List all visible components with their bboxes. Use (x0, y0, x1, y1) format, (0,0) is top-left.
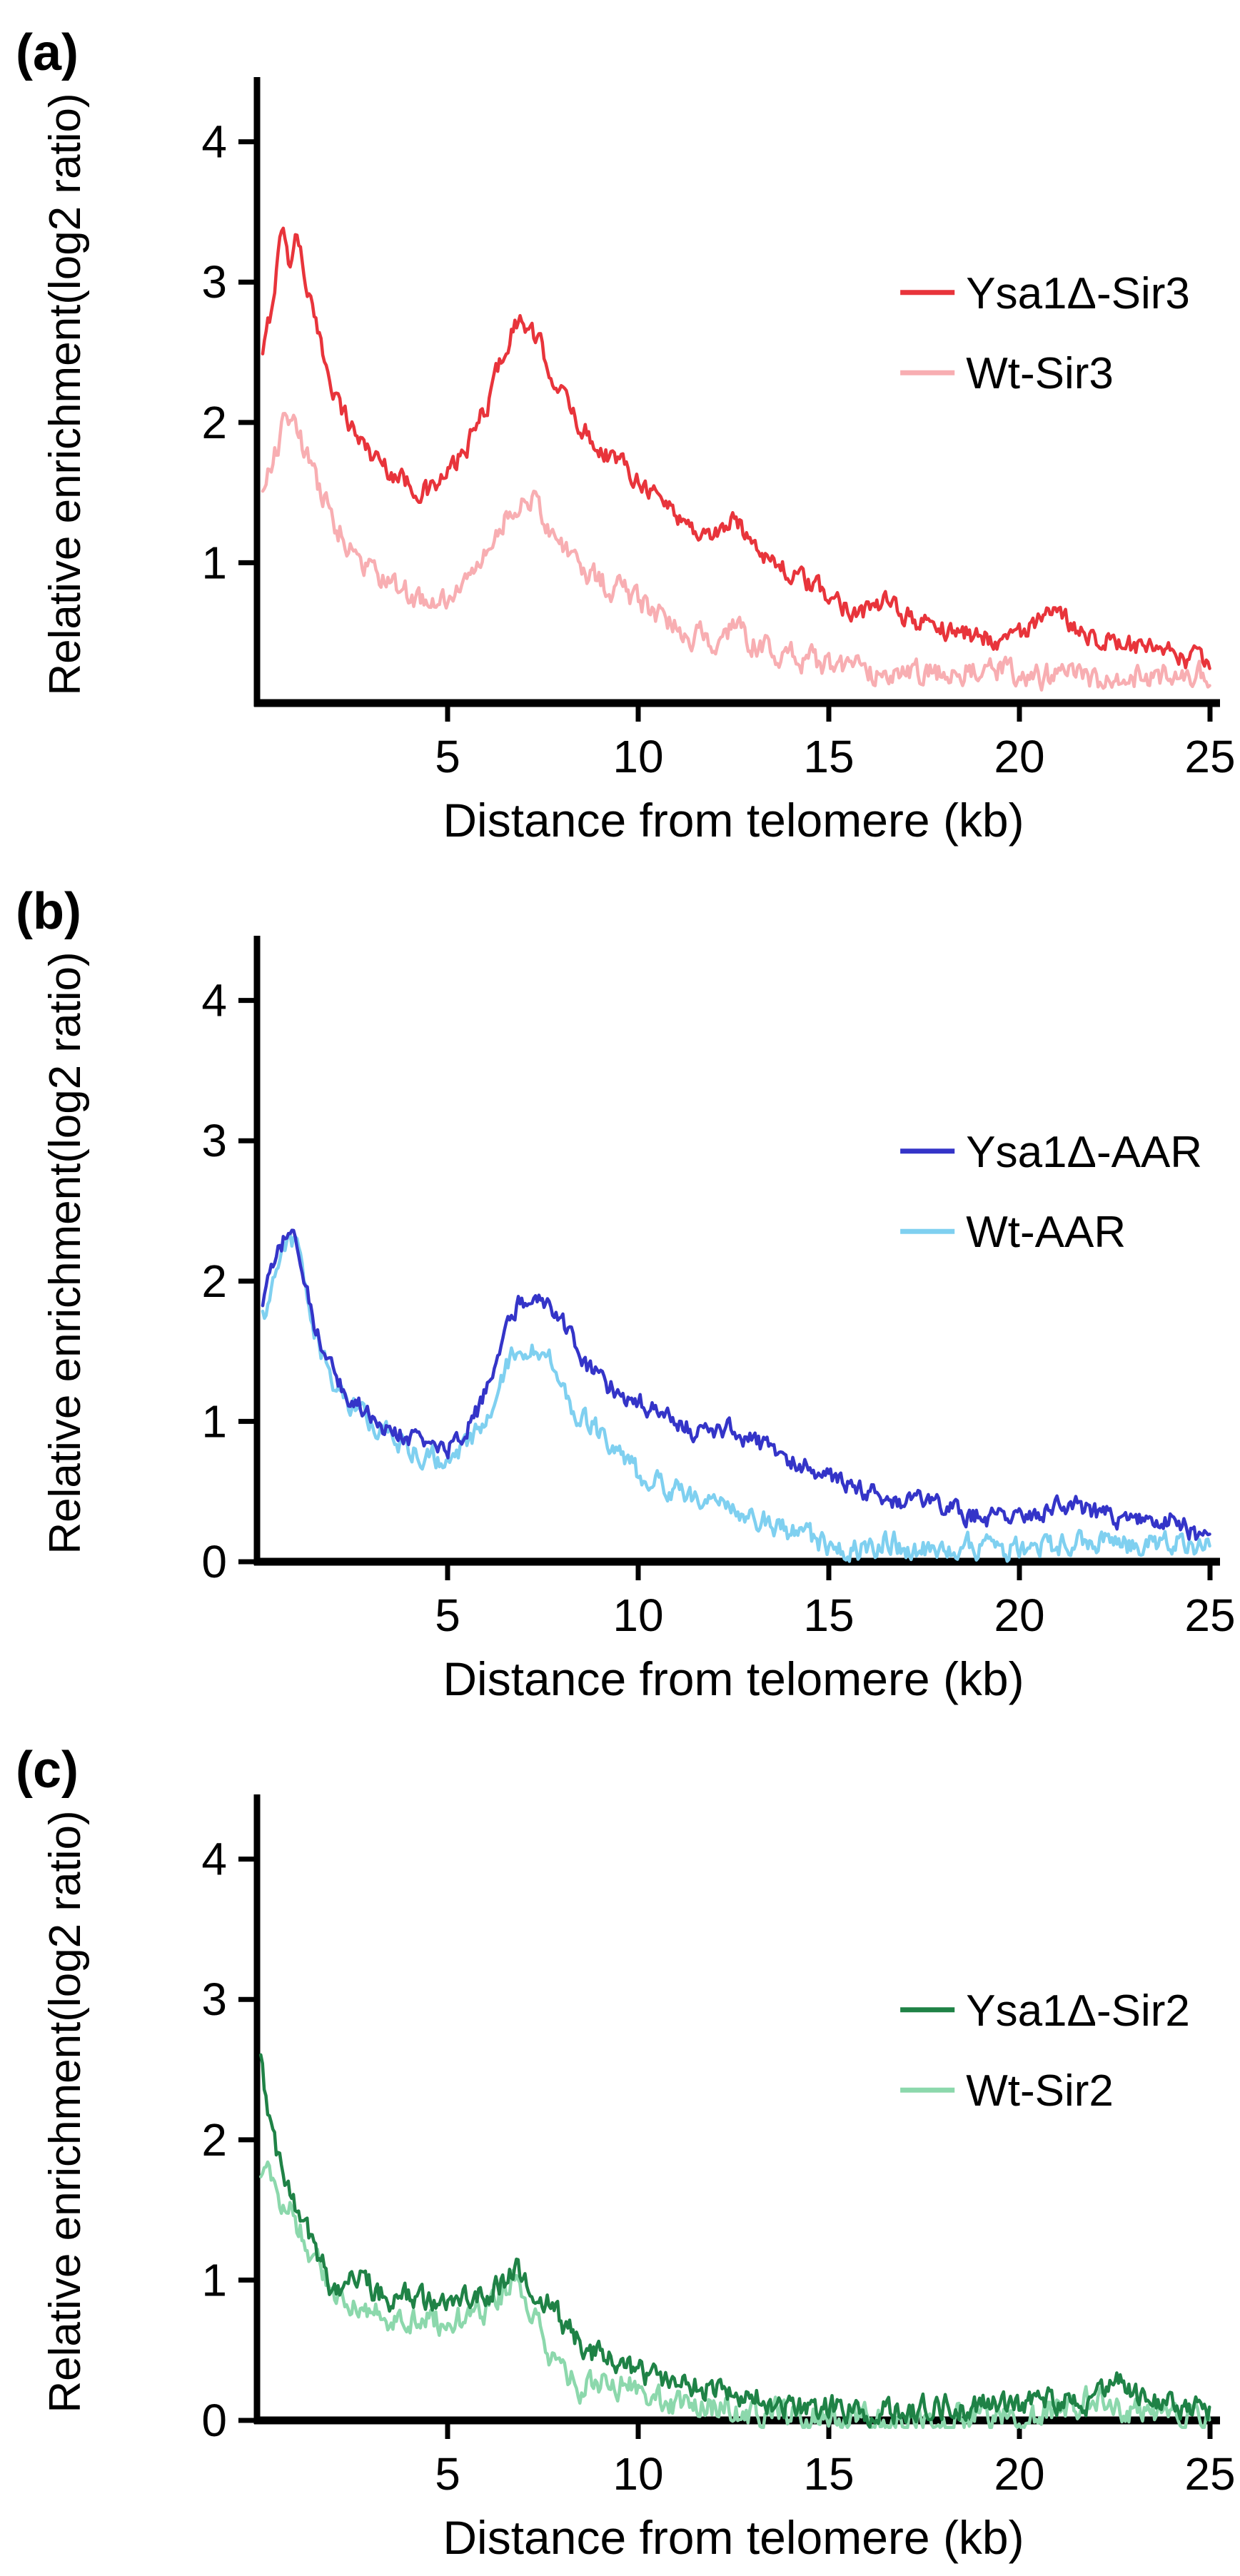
y-tick-label: 4 (201, 1834, 227, 1885)
x-tick-label: 25 (1184, 731, 1235, 782)
y-axis-title: Relative enrichment(log2 ratio) (41, 1810, 90, 2413)
series-line-ysa1-aar (261, 1228, 1211, 1541)
y-tick-label: 1 (201, 2254, 227, 2305)
x-tick-label: 10 (613, 2448, 663, 2500)
y-tick-label: 2 (201, 2114, 227, 2166)
y-tick-label: 3 (201, 1115, 227, 1166)
x-axis-title: Distance from telomere (kb) (443, 2511, 1024, 2564)
chart-b: (b) 5 10 15 20 25 0 1 2 3 4 Distance from telomere … (16, 883, 1236, 1705)
panel-label: (a) (16, 24, 79, 81)
chart-c: (c) 5 10 15 20 25 0 1 2 3 4 Distance from telomere … (16, 1742, 1236, 2564)
x-tick-label: 25 (1184, 1590, 1235, 1641)
x-tick-label: 5 (435, 731, 460, 782)
panel-b: (b) 5 10 15 20 25 0 1 2 3 4 Distance from telomere … (0, 859, 1240, 1717)
legend-label-wt-sir2: Wt-Sir2 (966, 2066, 1114, 2116)
series-line-wt-sir3 (261, 412, 1211, 692)
series-line-wt-aar (261, 1232, 1211, 1563)
y-tick-label: 0 (201, 1536, 227, 1587)
panel-label: (b) (16, 883, 81, 940)
legend-label-ysa1-sir3: Ysa1Δ-Sir3 (966, 269, 1190, 318)
panel-label: (c) (16, 1742, 79, 1799)
y-tick-label: 1 (201, 537, 227, 588)
x-tick-label: 5 (435, 2448, 460, 2500)
x-tick-label: 5 (435, 1590, 460, 1641)
x-tick-label: 15 (803, 731, 854, 782)
legend-label-wt-sir3: Wt-Sir3 (966, 349, 1114, 398)
y-tick-label: 2 (201, 1256, 227, 1307)
y-tick-label: 2 (201, 397, 227, 448)
x-axis-title: Distance from telomere (kb) (443, 1652, 1024, 1705)
y-tick-label: 3 (201, 256, 227, 308)
legend-label-wt-aar: Wt-AAR (966, 1208, 1126, 1257)
panel-c: (c) 5 10 15 20 25 0 1 2 3 4 Distance from telomere … (0, 1717, 1240, 2576)
x-tick-label: 20 (994, 1590, 1044, 1641)
x-axis-title: Distance from telomere (kb) (443, 794, 1024, 847)
y-tick-label: 4 (201, 975, 227, 1026)
x-tick-label: 20 (994, 731, 1044, 782)
legend-label-ysa1-sir2: Ysa1Δ-Sir2 (966, 1986, 1190, 2036)
y-tick-label: 1 (201, 1395, 227, 1447)
y-tick-label: 3 (201, 1974, 227, 2025)
x-tick-label: 20 (994, 2448, 1044, 2500)
legend-label-ysa1-aar: Ysa1Δ-AAR (966, 1128, 1202, 1177)
x-tick-label: 10 (613, 731, 663, 782)
y-axis-title: Relative enrichment(log2 ratio) (41, 951, 90, 1554)
series-line-ysa1-sir2 (259, 2053, 1211, 2429)
x-tick-label: 10 (613, 1590, 663, 1641)
chart-a: (a) 5 10 15 20 25 1 2 3 4 Distance from telomere (… (16, 24, 1236, 847)
x-tick-label: 25 (1184, 2448, 1235, 2500)
y-axis-title: Relative enrichment(log2 ratio) (41, 93, 90, 695)
series-line-ysa1-sir3 (261, 226, 1211, 670)
y-tick-label: 4 (201, 116, 227, 168)
y-tick-label: 0 (201, 2395, 227, 2446)
series-line-wt-sir2 (259, 2160, 1211, 2430)
panel-a: (a) 5 10 15 20 25 1 2 3 4 Distance from telomere (… (0, 0, 1240, 859)
x-tick-label: 15 (803, 1590, 854, 1641)
x-tick-label: 15 (803, 2448, 854, 2500)
